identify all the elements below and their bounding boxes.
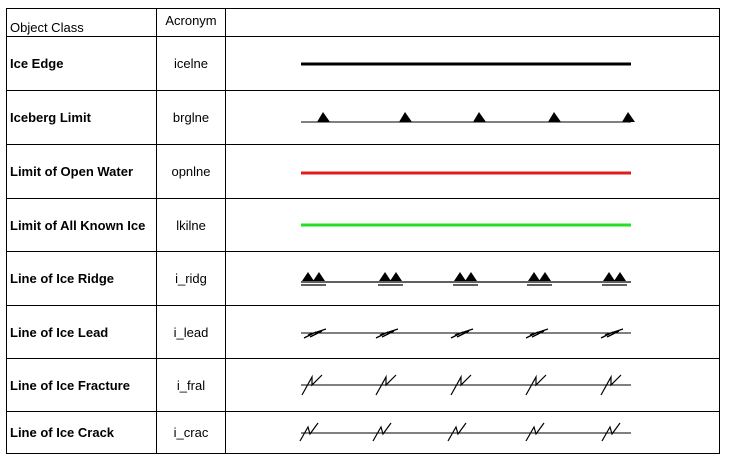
table-row: Iceberg Limit brglne bbox=[6, 90, 720, 145]
table-row: Line of Ice Fracture i_fral bbox=[6, 358, 720, 412]
object-class-cell: Line of Ice Ridge bbox=[6, 251, 157, 306]
acronym-cell: lkilne bbox=[156, 198, 226, 252]
header-symbol bbox=[225, 8, 720, 37]
acronym-cell: i_ridg bbox=[156, 251, 226, 306]
object-class-cell: Line of Ice Fracture bbox=[6, 358, 157, 412]
symbol-cell bbox=[225, 90, 720, 145]
acronym-cell: i_crac bbox=[156, 411, 226, 454]
ice-object-legend-table: Object Class Acronym Ice Edge icelne Ice… bbox=[6, 8, 720, 454]
object-class-cell: Limit of All Known Ice bbox=[6, 198, 157, 252]
table-row: Limit of Open Water opnlne bbox=[6, 144, 720, 199]
symbol-cell bbox=[225, 305, 720, 359]
symbol-cell bbox=[225, 36, 720, 91]
header-acronym: Acronym bbox=[156, 8, 226, 37]
symbol-cell bbox=[225, 144, 720, 199]
object-class-cell: Ice Edge bbox=[6, 36, 157, 91]
table-row: Line of Ice Lead i_lead bbox=[6, 305, 720, 359]
ice-fracture-symbol bbox=[301, 374, 631, 395]
acronym-cell: brglne bbox=[156, 90, 226, 145]
object-class-cell: Limit of Open Water bbox=[6, 144, 157, 199]
symbol-cell bbox=[225, 251, 720, 306]
acronym-cell: i_fral bbox=[156, 358, 226, 412]
ice-edge-symbol bbox=[301, 62, 631, 65]
table-row: Ice Edge icelne bbox=[6, 36, 720, 91]
all-known-ice-limit-symbol bbox=[301, 223, 631, 226]
acronym-cell: icelne bbox=[156, 36, 226, 91]
open-water-limit-symbol bbox=[301, 171, 631, 174]
object-class-cell: Iceberg Limit bbox=[6, 90, 157, 145]
iceberg-limit-symbol bbox=[301, 111, 635, 122]
symbol-cell bbox=[225, 411, 720, 454]
acronym-cell: i_lead bbox=[156, 305, 226, 359]
acronym-cell: opnlne bbox=[156, 144, 226, 199]
ice-ridge-symbol bbox=[301, 271, 631, 286]
table-header-row: Object Class Acronym bbox=[6, 8, 720, 37]
ice-lead-symbol bbox=[301, 327, 631, 339]
table-row: Line of Ice Crack i_crac bbox=[6, 411, 720, 454]
header-object-class: Object Class bbox=[6, 8, 157, 37]
table-row: Line of Ice Ridge i_ridg bbox=[6, 251, 720, 306]
table-row: Limit of All Known Ice lkilne bbox=[6, 198, 720, 252]
ice-crack-symbol bbox=[299, 422, 631, 441]
symbol-cell bbox=[225, 358, 720, 412]
symbol-cell bbox=[225, 198, 720, 252]
object-class-cell: Line of Ice Crack bbox=[6, 411, 157, 454]
object-class-cell: Line of Ice Lead bbox=[6, 305, 157, 359]
